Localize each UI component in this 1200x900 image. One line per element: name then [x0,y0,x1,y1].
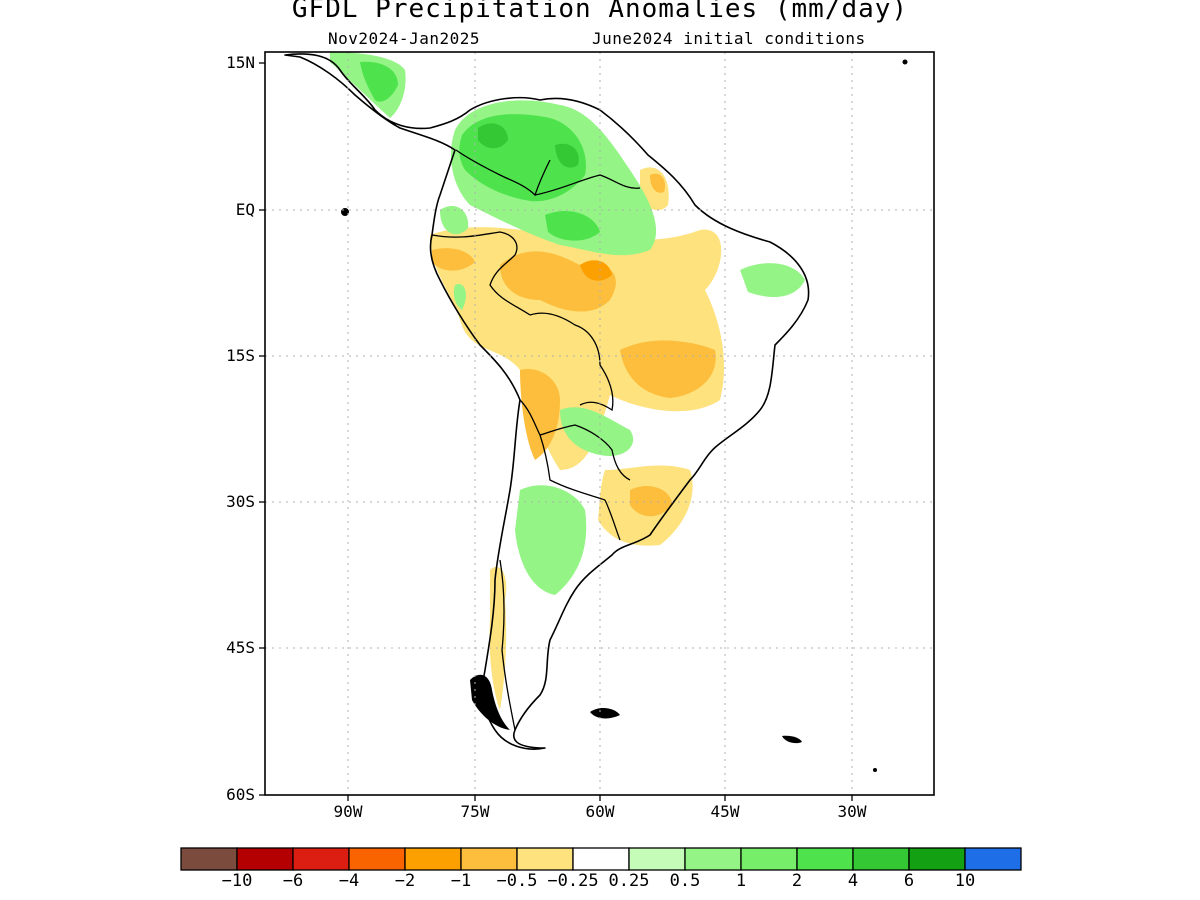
islands [341,59,908,772]
map-frame [264,51,935,796]
forecast-period: Nov2024-Jan2025 [328,29,480,48]
color-swatch [684,847,742,871]
lon-label-90w: 90W [333,802,363,821]
color-swatch [516,847,574,871]
color-scale-label: 0.5 [669,871,701,891]
color-scale-label: 0.25 [608,871,650,891]
lon-label-30w: 30W [837,802,867,821]
color-scale-label: 4 [847,871,859,891]
lat-label-45s: 45S [226,638,255,657]
color-scale-label: −6 [282,871,304,891]
strong-dry-areas [580,260,612,281]
lat-label-30s: 30S [226,492,255,511]
color-swatch [180,847,238,871]
color-swatch [572,847,630,871]
color-swatch [628,847,686,871]
lat-label-eq: EQ [235,200,255,219]
gridlines [265,52,934,795]
lat-label-60s: 60S [226,785,255,804]
initial-conditions: June2024 initial conditions [592,29,866,48]
map-title: GFDL Precipitation Anomalies (mm/day) [291,0,909,24]
axis-ticks [259,62,853,801]
lon-label-60w: 60W [585,802,615,821]
color-scale-label: −10 [221,871,253,891]
lon-label-75w: 75W [460,802,490,821]
color-scale-label: −0.5 [496,871,538,891]
color-swatch [852,847,910,871]
lon-label-45w: 45W [710,802,740,821]
color-scale-label: −2 [394,871,416,891]
color-scale-label: 1 [735,871,747,891]
color-swatch [236,847,294,871]
color-scale-label: −4 [338,871,360,891]
color-swatch [460,847,518,871]
color-swatch [740,847,798,871]
color-scale-label: −0.25 [547,871,599,891]
color-scale-bar [180,847,1022,871]
color-scale-label: 2 [791,871,803,891]
color-swatch [404,847,462,871]
lat-label-15s: 15S [226,346,255,365]
color-swatch [348,847,406,871]
color-swatch [796,847,854,871]
color-swatch [908,847,966,871]
lat-label-15n: 15N [226,53,255,72]
color-scale-label: 6 [903,871,915,891]
color-swatch [292,847,350,871]
color-swatch [964,847,1022,871]
coastlines [284,53,810,750]
moderate-dry-areas [432,173,716,517]
color-scale-label: −1 [450,871,472,891]
strong-wet-areas [478,123,579,168]
color-scale-label: 10 [954,871,976,891]
country-borders [431,149,641,731]
